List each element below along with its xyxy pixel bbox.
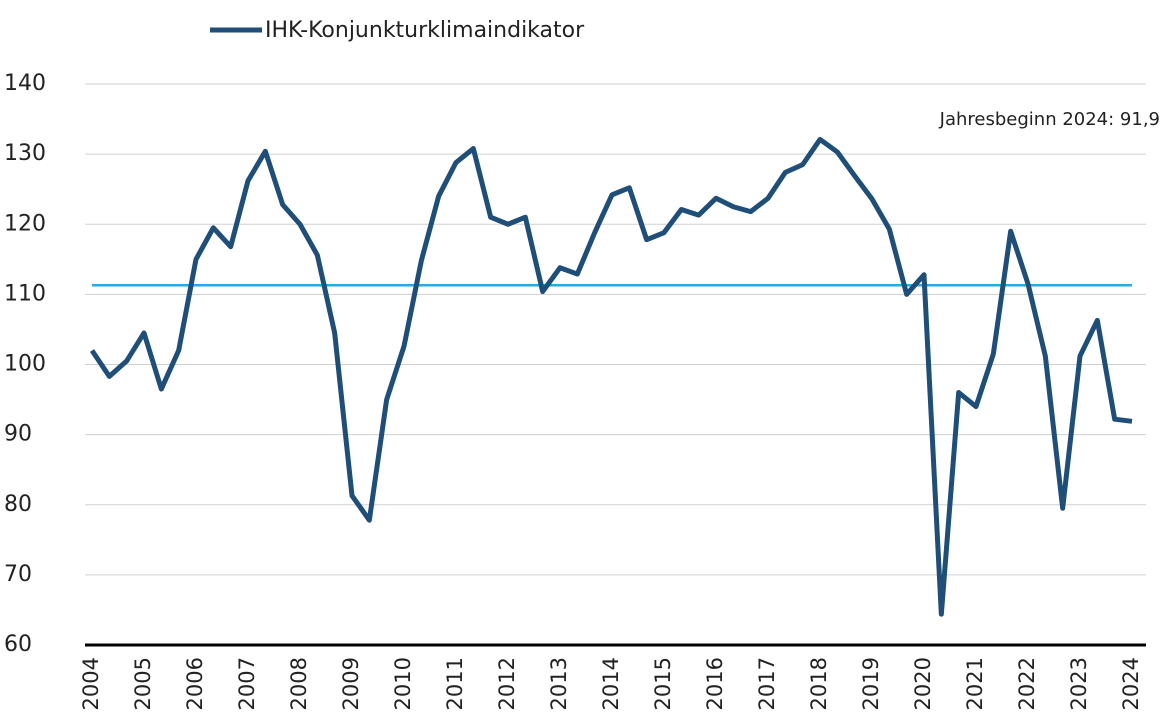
x-tick-label: 2021 xyxy=(963,657,987,710)
x-tick-label: 2010 xyxy=(391,657,415,710)
x-tick-label: 2018 xyxy=(807,657,831,710)
x-tick-label: 2014 xyxy=(599,657,623,710)
x-tick-label: 2008 xyxy=(287,657,311,710)
x-tick-label: 2020 xyxy=(911,657,935,710)
x-tick-label: 2006 xyxy=(183,657,207,710)
x-tick-label: 2015 xyxy=(651,657,675,710)
data-line xyxy=(89,136,1133,617)
x-tick-label: 2024 xyxy=(1119,657,1143,710)
x-tick-label: 2016 xyxy=(703,657,727,710)
y-tick-label: 130 xyxy=(4,141,46,166)
x-tick-label: 2013 xyxy=(547,657,571,710)
annotation: Jahresbeginn 2024: 91,9 xyxy=(939,109,1160,130)
x-tick-label: 2004 xyxy=(79,657,103,710)
x-tick-label: 2009 xyxy=(339,657,363,710)
y-tick-label: 140 xyxy=(4,71,46,96)
y-tick-label: 60 xyxy=(4,632,32,657)
x-tick-label: 2023 xyxy=(1067,657,1091,710)
x-tick-label: 2022 xyxy=(1015,657,1039,710)
legend-label: IHK-Konjunkturklimaindikator xyxy=(265,18,585,43)
x-tick-label: 2005 xyxy=(131,657,155,710)
y-tick-label: 80 xyxy=(4,492,32,517)
y-tick-label: 90 xyxy=(4,422,32,447)
x-tick-label: 2011 xyxy=(443,657,467,710)
y-tick-label: 120 xyxy=(4,211,46,236)
y-tick-label: 70 xyxy=(4,562,32,587)
x-tick-label: 2019 xyxy=(859,657,883,710)
x-tick-label: 2017 xyxy=(755,657,779,710)
y-tick-label: 100 xyxy=(4,352,46,377)
x-tick-label: 2012 xyxy=(495,657,519,710)
x-tick-label: 2007 xyxy=(235,657,259,710)
y-tick-label: 110 xyxy=(4,281,46,306)
